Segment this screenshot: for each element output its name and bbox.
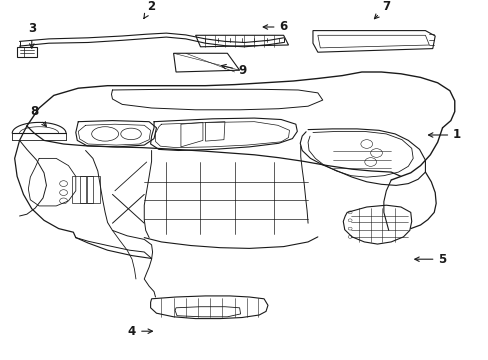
Text: 6: 6 — [263, 21, 287, 33]
Text: 9: 9 — [221, 64, 245, 77]
Text: 1: 1 — [427, 129, 460, 141]
Text: 3: 3 — [28, 22, 36, 48]
Text: 2: 2 — [143, 0, 155, 18]
Text: 4: 4 — [128, 325, 152, 338]
Text: 5: 5 — [414, 253, 446, 266]
Text: 7: 7 — [374, 0, 389, 19]
Text: 8: 8 — [30, 105, 46, 126]
